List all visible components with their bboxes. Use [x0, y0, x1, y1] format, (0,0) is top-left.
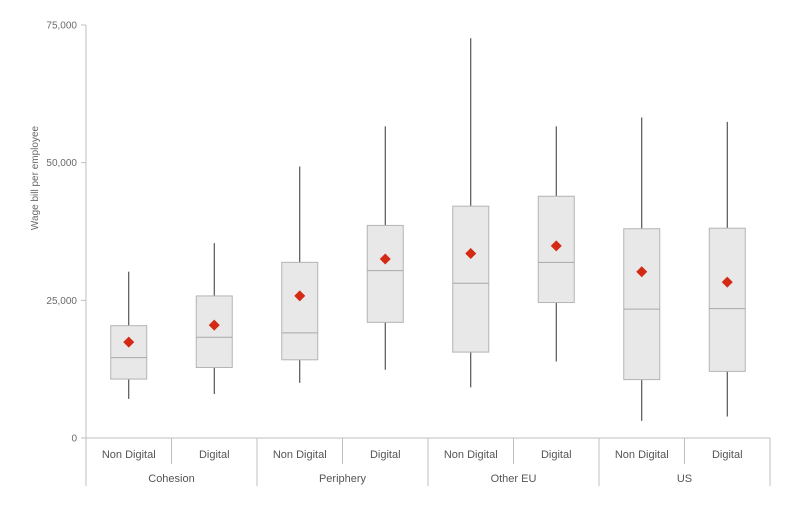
y-axis-title: Wage bill per employee	[30, 126, 41, 231]
category-label: Non Digital	[444, 449, 498, 461]
category-label: Digital	[199, 449, 230, 461]
group-label: Other EU	[491, 473, 537, 485]
box	[281, 261, 319, 361]
category-label: Digital	[370, 449, 401, 461]
group-label: Periphery	[319, 473, 367, 485]
mean-marker	[636, 266, 648, 278]
box	[452, 205, 490, 353]
mean-marker	[123, 336, 135, 348]
axes-layer	[81, 24, 771, 486]
mean-marker	[465, 248, 477, 260]
box	[110, 325, 148, 380]
box	[195, 295, 233, 369]
y-tick-label: 50,000	[46, 158, 77, 169]
group-label: Cohesion	[148, 473, 194, 485]
boxes-layer	[110, 38, 746, 421]
y-tick-label: 0	[71, 434, 77, 445]
mean-marker	[294, 290, 306, 302]
mean-marker	[208, 319, 220, 331]
box	[623, 228, 661, 381]
category-label: Non Digital	[273, 449, 327, 461]
mean-marker	[721, 276, 733, 288]
category-label: Digital	[541, 449, 572, 461]
category-label: Digital	[712, 449, 743, 461]
box	[708, 227, 746, 372]
category-label: Non Digital	[615, 449, 669, 461]
group-label: US	[677, 473, 692, 485]
labels-layer: 0 25,000 50,000 75,000 Non Digital Digital Non…	[46, 21, 742, 486]
mean-marker	[379, 253, 391, 265]
y-tick-label: 25,000	[46, 296, 77, 307]
mean-marker	[550, 240, 562, 252]
category-label: Non Digital	[102, 449, 156, 461]
box	[366, 224, 404, 323]
y-tick-label: 75,000	[46, 21, 77, 32]
